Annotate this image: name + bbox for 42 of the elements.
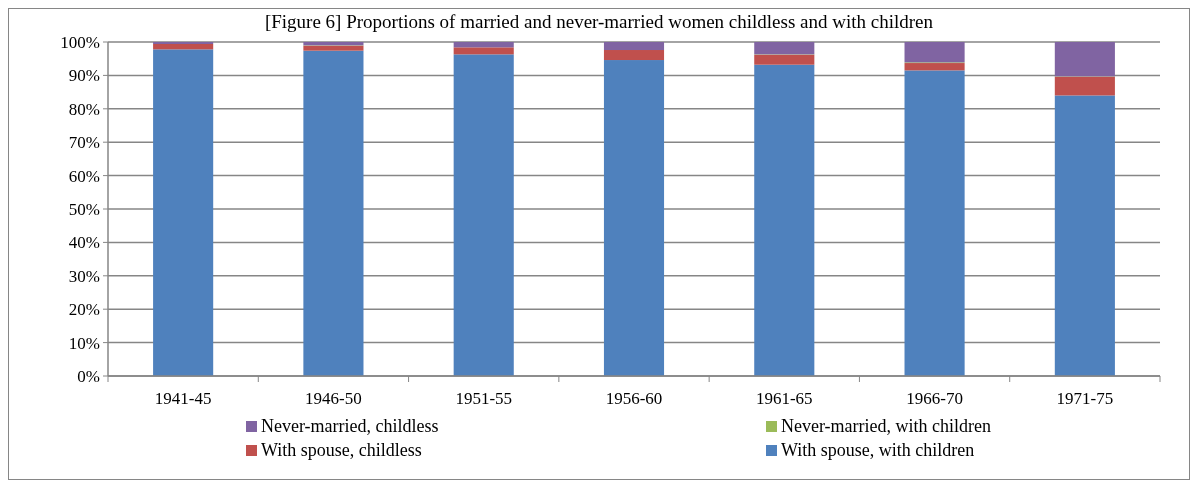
bar	[754, 42, 815, 55]
bar	[303, 45, 364, 51]
y-tick-label: 0%	[77, 366, 100, 386]
y-tick-label: 80%	[68, 99, 100, 119]
y-tick-label: 100%	[60, 32, 100, 52]
y-tick-label: 20%	[68, 300, 100, 320]
bar	[904, 63, 965, 71]
y-tick-label: 10%	[68, 333, 100, 353]
x-tick-label: 1961-65	[755, 389, 813, 408]
bar	[453, 54, 514, 376]
bar	[904, 70, 965, 376]
bar	[754, 54, 815, 65]
bar	[153, 49, 214, 376]
legend-label: Never-married, childless	[261, 416, 439, 436]
x-tick-label: 1956-60	[605, 389, 663, 408]
y-tick-label: 60%	[68, 166, 100, 186]
bar	[1054, 95, 1115, 376]
x-tick-label: 1941-45	[154, 389, 212, 408]
x-tick-label: 1966-70	[906, 389, 963, 408]
bar	[303, 50, 364, 376]
bar	[1054, 42, 1115, 77]
bar	[603, 50, 665, 61]
y-tick-label: 50%	[68, 199, 100, 219]
legend-label: With spouse, with children	[781, 440, 975, 460]
y-tick-label: 90%	[68, 66, 100, 86]
legend-label: With spouse, childless	[261, 440, 422, 460]
bar	[904, 42, 965, 63]
bar	[453, 47, 514, 55]
legend-label: Never-married, with children	[781, 416, 992, 436]
y-tick-label: 40%	[68, 233, 100, 253]
bar	[1054, 76, 1115, 96]
bar	[603, 42, 665, 51]
chart-title: [Figure 6] Proportions of married and never-married women childless and with children	[264, 11, 934, 32]
x-tick-label: 1971-75	[1056, 389, 1114, 408]
y-tick-label: 30%	[68, 266, 100, 286]
bar	[603, 60, 665, 376]
x-tick-label: 1951-55	[455, 389, 513, 408]
y-tick-label: 70%	[68, 133, 100, 153]
x-tick-label: 1946-50	[305, 389, 362, 408]
bar	[153, 44, 214, 50]
bar	[453, 42, 514, 48]
bar	[754, 64, 815, 376]
